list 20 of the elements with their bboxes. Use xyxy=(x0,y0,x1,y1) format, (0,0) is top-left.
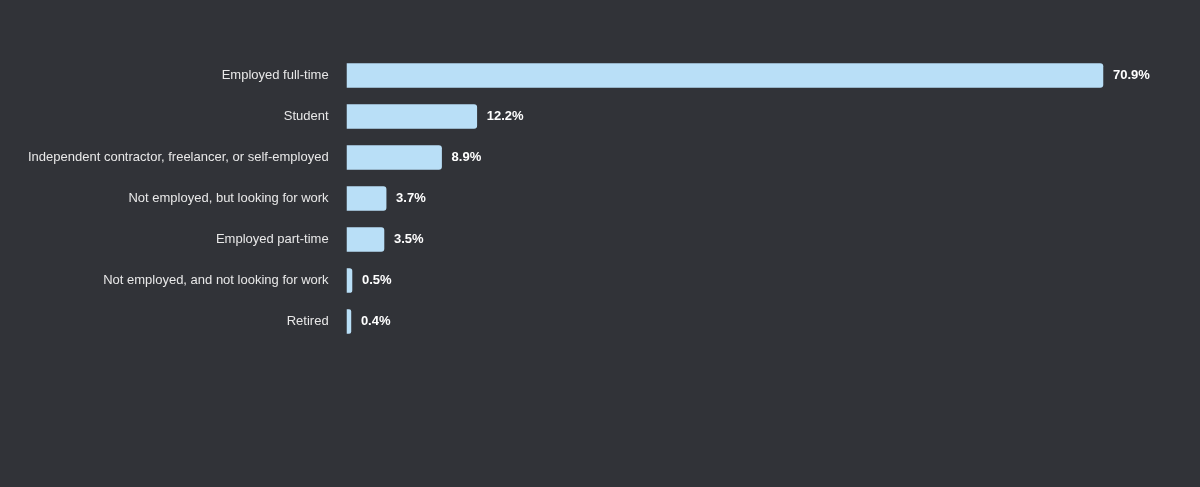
bar xyxy=(346,145,442,170)
data-label: 0.5% xyxy=(361,272,393,288)
data-label: 3.7% xyxy=(396,190,427,206)
bar xyxy=(346,268,353,293)
y-tick-label: Not employed, but looking for work xyxy=(128,190,330,206)
data-label: 3.5% xyxy=(393,231,425,247)
data-label: 8.9% xyxy=(451,149,482,165)
bar xyxy=(346,104,478,129)
y-tick-label: Not employed, and not looking for work xyxy=(103,272,330,288)
bar xyxy=(346,63,1104,88)
y-tick-label: Student xyxy=(283,108,329,124)
data-label: 70.9% xyxy=(1112,67,1151,83)
y-tick-label: Retired xyxy=(286,313,329,329)
bar xyxy=(346,227,385,252)
data-label: 0.4% xyxy=(360,313,391,329)
data-label: 12.2% xyxy=(486,108,525,124)
y-tick-label: Independent contractor, freelancer, or self-employed xyxy=(28,149,329,165)
bar xyxy=(346,186,387,211)
y-tick-label: Employed part-time xyxy=(215,231,329,247)
y-tick-label: Employed full-time xyxy=(221,67,329,83)
